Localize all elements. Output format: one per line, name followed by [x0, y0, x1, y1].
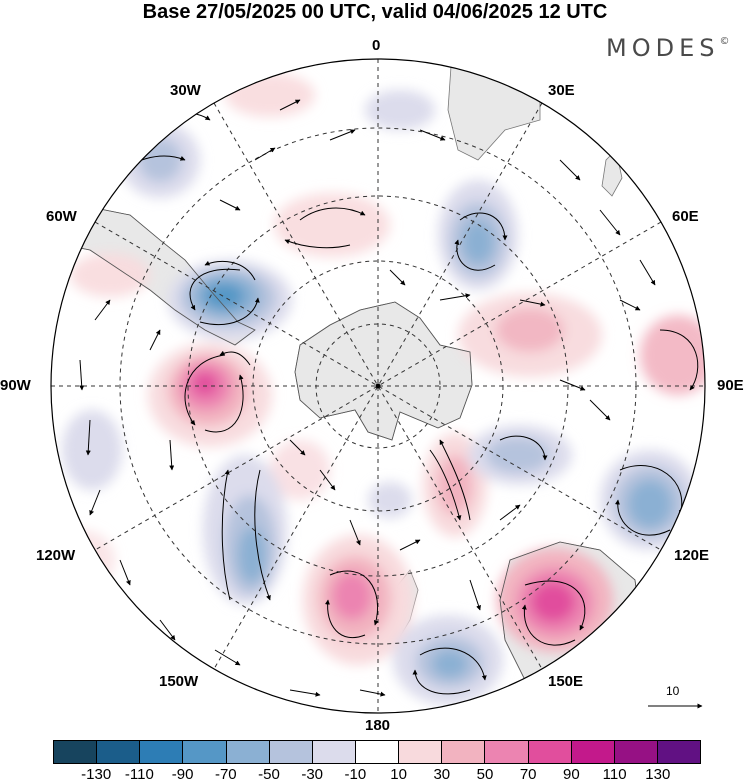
- colorbar-tick-label: -70: [214, 766, 237, 783]
- reference-vector-label: 10: [666, 684, 680, 698]
- colorbar-swatch: [182, 741, 226, 763]
- lon-label-90e: 90E: [717, 377, 744, 394]
- colorbar-tick-label: 30: [433, 766, 451, 783]
- brand-logo: MODES©: [606, 34, 729, 62]
- colorbar-swatch: [570, 741, 614, 763]
- lon-label-150e: 150E: [548, 673, 584, 690]
- colorbar-swatch: [96, 741, 140, 763]
- lon-label-120e: 120E: [674, 547, 710, 564]
- colorbar-tick-label: -50: [258, 766, 280, 783]
- colorbar-swatch: [484, 741, 528, 763]
- colorbar-swatch: [656, 741, 701, 763]
- lon-label-150w: 150W: [159, 673, 199, 690]
- colorbar-tick-label: 90: [563, 766, 580, 783]
- lon-label-120w: 120W: [36, 547, 76, 564]
- lon-label-30w: 30W: [170, 82, 201, 99]
- lon-label-60e: 60E: [672, 208, 699, 225]
- colorbar-swatch: [354, 741, 399, 763]
- colorbar-tick-label: 10: [390, 766, 407, 783]
- colorbar-ticks: -130 -110 -90 -70 -50 -30 -10 10 30 50 70 90 110 130: [53, 766, 701, 784]
- colorbar-swatch: [54, 741, 97, 763]
- colorbar-tick-label: -30: [301, 766, 324, 783]
- colorbar-swatch: [139, 741, 183, 763]
- lon-label-30e: 30E: [548, 82, 575, 99]
- map-boundary: [50, 58, 706, 714]
- colorbar-tick-label: -110: [124, 766, 154, 783]
- lon-label-180: 180: [365, 717, 391, 734]
- lon-label-60w: 60W: [46, 208, 77, 225]
- wind-vectors: [79, 99, 699, 701]
- colorbar-tick-label: 130: [645, 766, 671, 783]
- map-disc: [51, 59, 705, 713]
- colorbar-tick-label: -130: [81, 766, 112, 783]
- colorbar-tick-label: -10: [344, 766, 367, 783]
- reference-vector: 10: [648, 684, 704, 714]
- colorbar-swatch: [225, 741, 269, 763]
- colorbar-tick-label: 50: [476, 766, 494, 783]
- colorbar-swatch: [311, 741, 355, 763]
- colorbar-swatch: [398, 741, 442, 763]
- colorbar-swatch: [527, 741, 571, 763]
- lon-label-0: 0: [372, 37, 381, 54]
- brand-name: MODES: [606, 34, 720, 62]
- colorbar-swatch: [613, 741, 657, 763]
- colorbar-tick-label: 110: [602, 766, 627, 783]
- graticule: [51, 59, 705, 713]
- page-title: Base 27/05/2025 00 UTC, valid 04/06/2025…: [142, 1, 608, 23]
- lon-label-90w: 90W: [0, 377, 31, 394]
- colorbar: [53, 740, 701, 764]
- brand-mark: ©: [719, 36, 730, 47]
- colorbar-tick-label: 70: [519, 766, 537, 783]
- colorbar-swatch: [268, 741, 312, 763]
- colorbar-tick-label: -90: [171, 766, 194, 783]
- colorbar-swatch: [441, 741, 485, 763]
